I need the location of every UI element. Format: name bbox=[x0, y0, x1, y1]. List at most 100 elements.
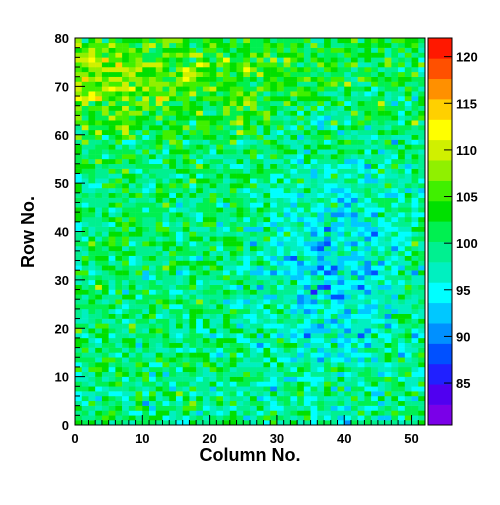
heatmap-cell bbox=[196, 328, 204, 334]
heatmap-cell bbox=[169, 304, 177, 310]
heatmap-cell bbox=[276, 81, 284, 87]
heatmap-cell bbox=[75, 371, 82, 377]
heatmap-cell bbox=[229, 352, 237, 358]
heatmap-cell bbox=[122, 154, 130, 160]
heatmap-cell bbox=[149, 275, 157, 281]
heatmap-cell bbox=[202, 105, 210, 111]
heatmap-cell bbox=[162, 246, 170, 252]
heatmap-cell bbox=[155, 154, 163, 160]
heatmap-cell bbox=[337, 71, 345, 77]
heatmap-cell bbox=[229, 100, 237, 106]
heatmap-cell bbox=[330, 279, 338, 285]
heatmap-cell bbox=[283, 400, 291, 406]
heatmap-cell bbox=[223, 395, 231, 402]
heatmap-cell bbox=[115, 216, 123, 223]
heatmap-cell bbox=[337, 270, 345, 276]
heatmap-cell bbox=[398, 328, 406, 334]
heatmap-cell bbox=[310, 202, 318, 208]
heatmap-cell bbox=[122, 275, 130, 281]
heatmap-cell bbox=[418, 391, 426, 397]
heatmap-cell bbox=[81, 221, 89, 227]
heatmap-cell bbox=[290, 260, 298, 266]
heatmap-cell bbox=[256, 52, 264, 58]
heatmap-cell bbox=[81, 337, 89, 344]
heatmap-cell bbox=[310, 173, 318, 179]
heatmap-cell bbox=[384, 71, 392, 77]
heatmap-cell bbox=[418, 323, 426, 329]
heatmap-cell bbox=[128, 357, 136, 363]
heatmap-cell bbox=[169, 395, 177, 402]
heatmap-cell bbox=[175, 400, 183, 406]
heatmap-cell bbox=[330, 86, 338, 92]
heatmap-cell bbox=[297, 226, 305, 232]
heatmap-cell bbox=[411, 178, 419, 184]
heatmap-cell bbox=[216, 246, 224, 252]
heatmap-cell bbox=[81, 163, 89, 169]
heatmap-cell bbox=[364, 216, 372, 223]
heatmap-cell bbox=[377, 38, 385, 44]
heatmap-cell bbox=[384, 410, 392, 416]
heatmap-cell bbox=[344, 333, 352, 339]
heatmap-cell bbox=[216, 279, 224, 285]
heatmap-cell bbox=[297, 134, 305, 140]
heatmap-cell bbox=[371, 381, 379, 387]
heatmap-cell bbox=[371, 105, 379, 111]
heatmap-cell bbox=[357, 304, 365, 310]
heatmap-cell bbox=[149, 207, 157, 213]
heatmap-cell bbox=[297, 395, 305, 402]
heatmap-cell bbox=[330, 57, 338, 63]
heatmap-cell bbox=[250, 352, 257, 358]
heatmap-cell bbox=[135, 308, 143, 314]
heatmap-cell bbox=[182, 381, 190, 387]
heatmap-cell bbox=[229, 386, 237, 392]
heatmap-cell bbox=[418, 279, 426, 285]
heatmap-cell bbox=[283, 376, 291, 382]
heatmap-cell bbox=[384, 362, 392, 368]
heatmap-cell bbox=[418, 216, 426, 223]
heatmap-cell bbox=[337, 216, 345, 223]
heatmap-cell bbox=[256, 76, 264, 82]
colorbar-band bbox=[428, 241, 452, 263]
heatmap-cell bbox=[182, 328, 190, 334]
heatmap-cell bbox=[310, 221, 318, 227]
heatmap-cell bbox=[303, 400, 311, 406]
heatmap-cell bbox=[418, 115, 426, 121]
heatmap-cell bbox=[216, 386, 224, 392]
heatmap-cell bbox=[276, 347, 284, 353]
heatmap-cell bbox=[384, 352, 392, 358]
heatmap-cell bbox=[337, 299, 345, 305]
heatmap-cell bbox=[364, 178, 372, 184]
heatmap-cell bbox=[122, 216, 130, 223]
heatmap-cell bbox=[411, 371, 419, 377]
heatmap-cell bbox=[384, 226, 392, 232]
heatmap-cell bbox=[75, 275, 82, 281]
heatmap-cell bbox=[142, 400, 150, 406]
heatmap-cell bbox=[418, 250, 426, 256]
heatmap-cell bbox=[216, 81, 224, 87]
heatmap-cell bbox=[162, 420, 170, 426]
heatmap-cell bbox=[276, 67, 284, 73]
heatmap-cell bbox=[364, 313, 372, 319]
heatmap-cell bbox=[142, 62, 150, 68]
heatmap-cell bbox=[310, 275, 318, 281]
heatmap-cell bbox=[108, 52, 116, 58]
heatmap-cell bbox=[142, 323, 150, 329]
heatmap-cell bbox=[236, 347, 244, 353]
heatmap-cell bbox=[169, 299, 177, 305]
heatmap-cell bbox=[371, 216, 379, 223]
heatmap-cell bbox=[149, 284, 157, 290]
heatmap-cell bbox=[223, 76, 231, 82]
heatmap-cell bbox=[216, 328, 224, 334]
heatmap-cell bbox=[297, 144, 305, 150]
heatmap-cell bbox=[101, 47, 109, 53]
heatmap-cell bbox=[344, 371, 352, 377]
heatmap-cell bbox=[155, 279, 163, 285]
heatmap-cell bbox=[95, 289, 103, 295]
heatmap-cell bbox=[330, 347, 338, 353]
heatmap-cell bbox=[122, 62, 130, 68]
heatmap-cell bbox=[324, 236, 332, 242]
heatmap-cell bbox=[384, 347, 392, 353]
heatmap-cell bbox=[155, 67, 163, 73]
heatmap-cell bbox=[317, 110, 325, 116]
heatmap-cell bbox=[371, 231, 379, 237]
